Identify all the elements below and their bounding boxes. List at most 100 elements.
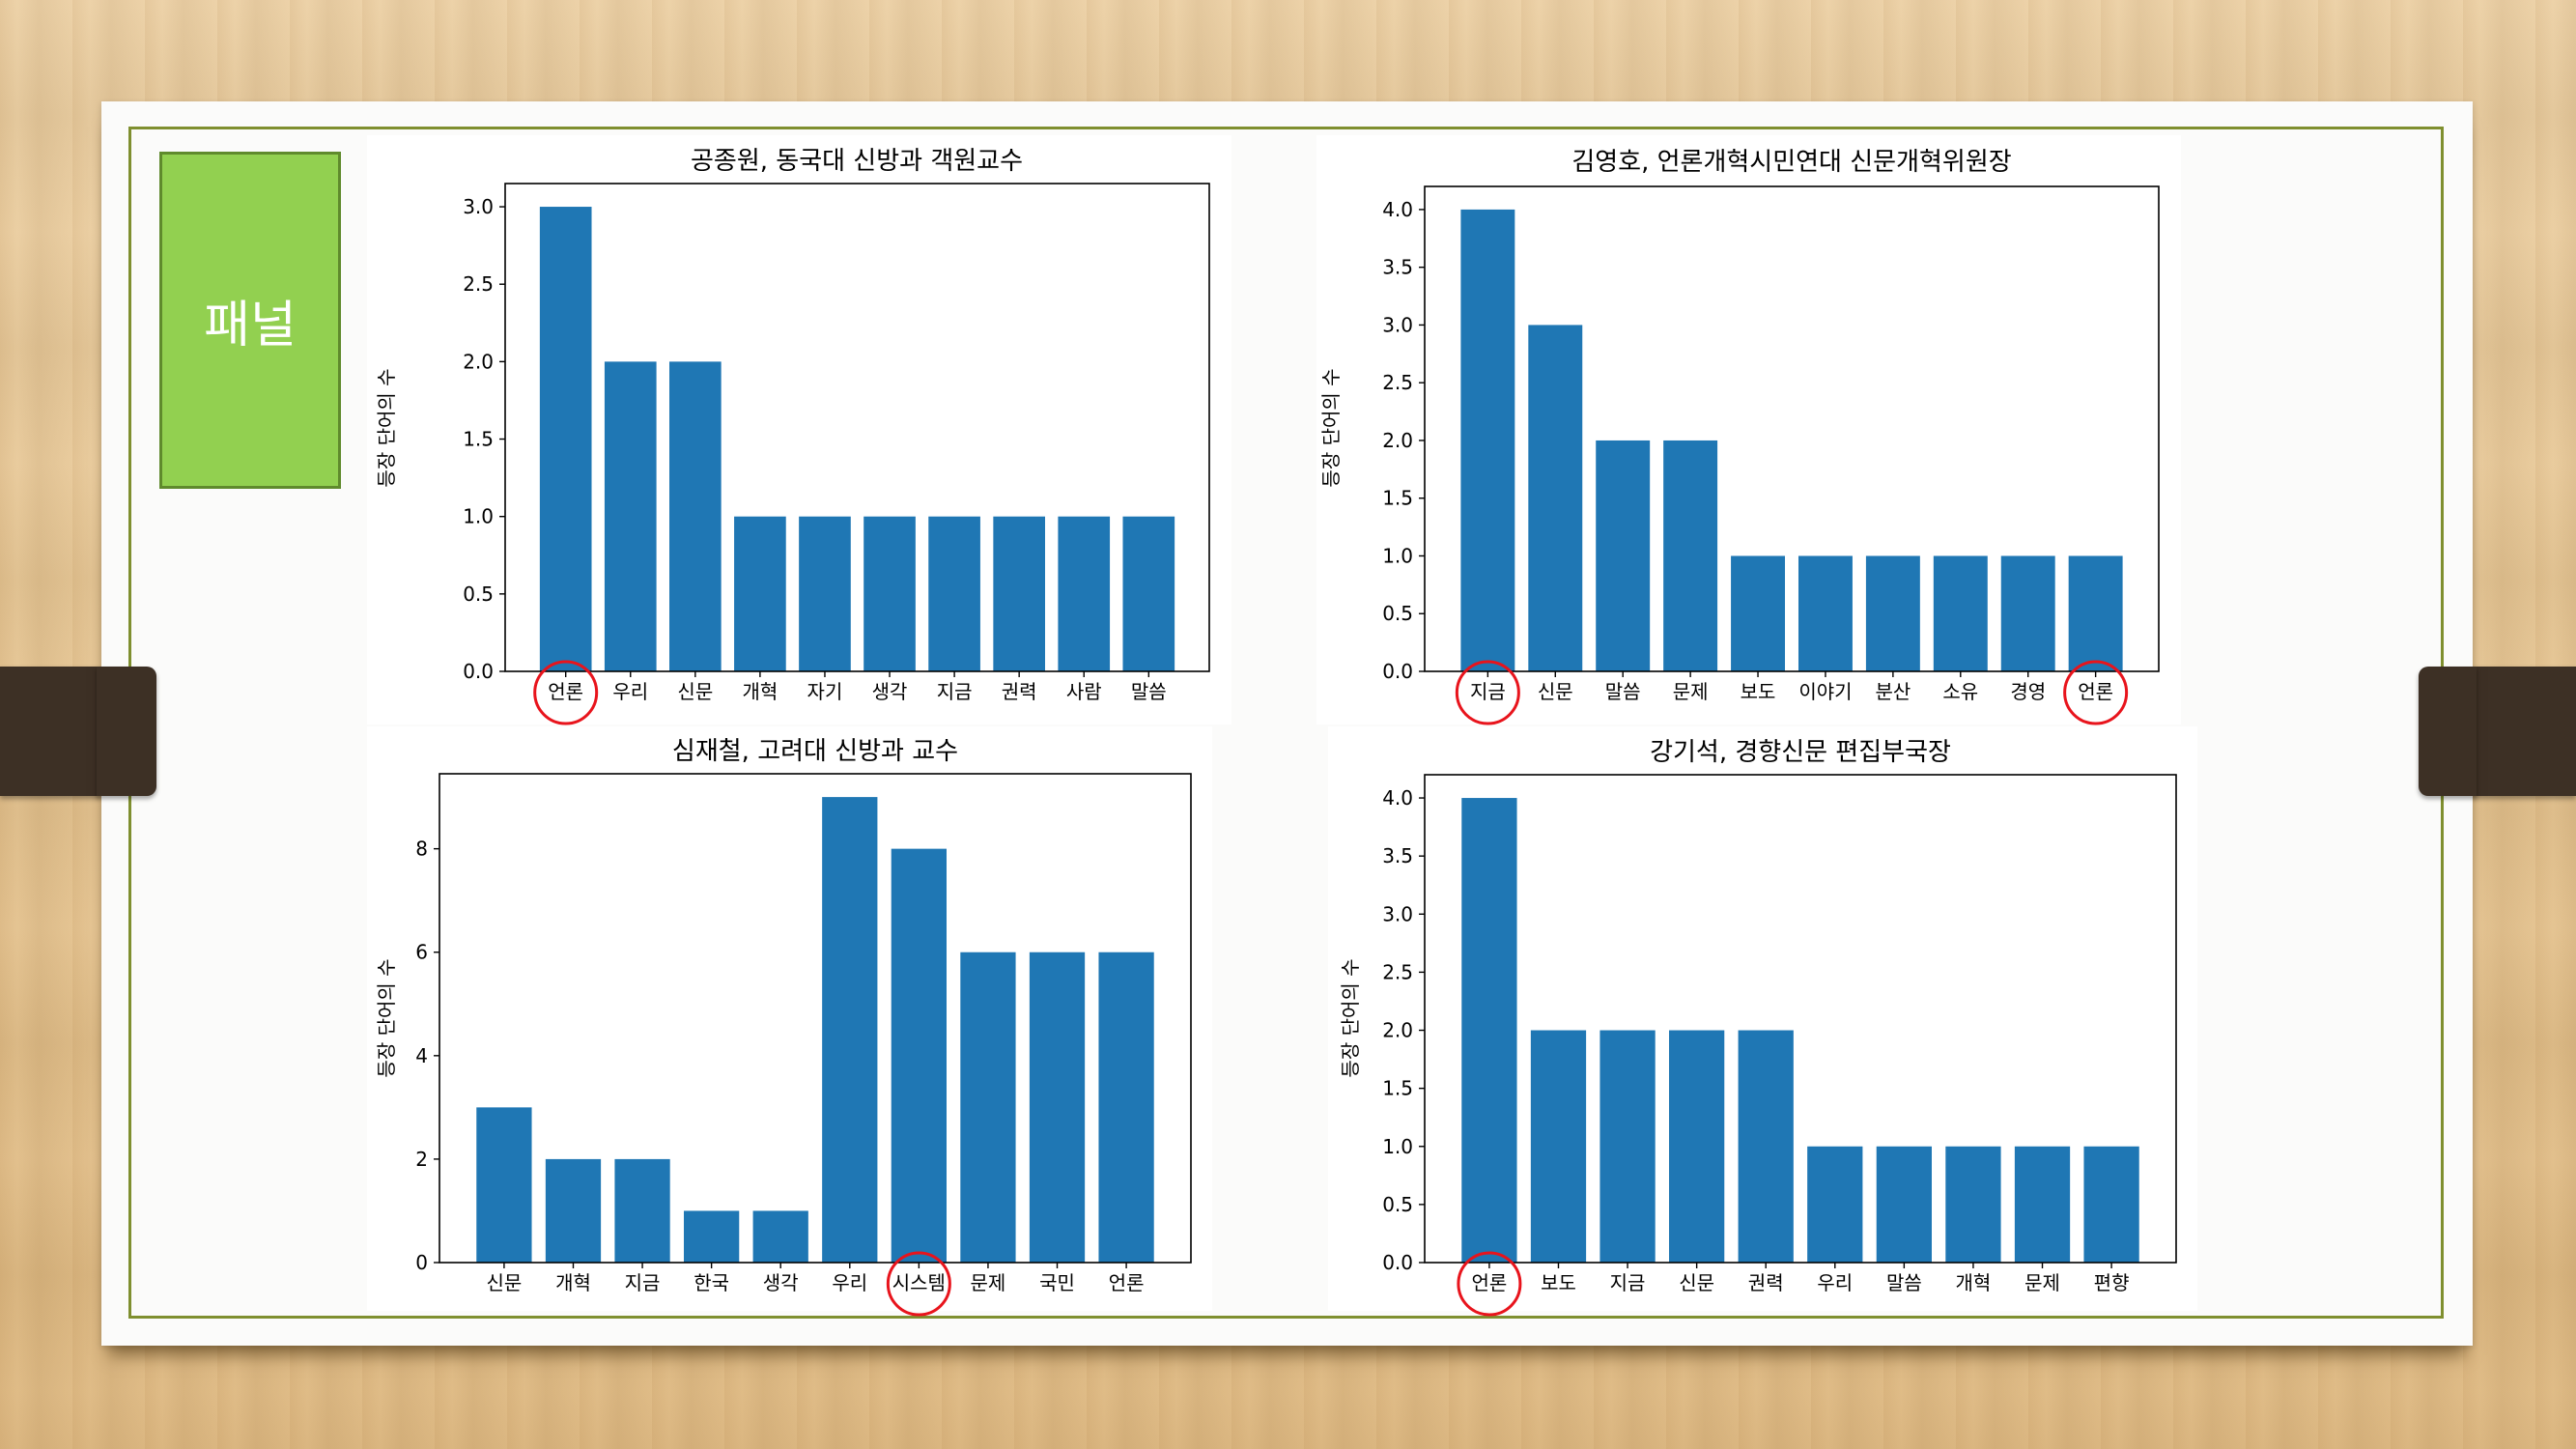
- bar-문제: [1663, 440, 1718, 671]
- left-strap: [97, 667, 156, 796]
- x-tick-label: 신문: [1538, 680, 1573, 703]
- bar-문제: [2014, 1146, 2071, 1263]
- highlight-circle: [533, 660, 599, 725]
- right-strap-outer: [2473, 667, 2576, 796]
- x-tick-label: 편향: [2094, 1271, 2130, 1294]
- bar-신문: [1528, 325, 1583, 671]
- highlight-circle: [886, 1251, 951, 1317]
- y-tick-label: 0.0: [1382, 660, 1413, 683]
- bar-편향: [2083, 1146, 2139, 1263]
- bar-지금: [1460, 209, 1515, 671]
- y-tick-label: 0.5: [1382, 1193, 1413, 1216]
- x-tick-label: 우리: [832, 1271, 867, 1294]
- x-tick-label: 이야기: [1798, 680, 1852, 703]
- chart-4: 0.0 0.5 1.0 1.5 2.0 2.5 3.0 3.5 4.0 언론 보도 지금 신문 권력 우리…: [1328, 726, 2197, 1317]
- x-tick-label: 사람: [1066, 680, 1102, 703]
- panel-label: 패널: [204, 297, 297, 355]
- x-tick-label: 신문: [1679, 1271, 1714, 1294]
- y-tick-label: 4: [415, 1044, 428, 1067]
- bar-언론: [539, 207, 592, 672]
- chart-1: 0.0 0.5 1.0 1.5 2.0 2.5 3.0 언론 우리 신문 개혁 자기 생각 지금 권력 사람…: [367, 135, 1231, 725]
- x-tick-label: 한국: [694, 1271, 729, 1294]
- chart-1-marks: [539, 207, 1175, 672]
- chart-3-yticks: 0 2 4 6 8: [415, 838, 439, 1274]
- chart-3-marks: [476, 797, 1154, 1263]
- x-tick-label: 말씀: [1605, 680, 1641, 703]
- x-tick-label: 문제: [2024, 1271, 2060, 1294]
- y-tick-label: 3.0: [1382, 313, 1413, 336]
- bar-시스템: [891, 848, 947, 1263]
- x-tick-label: 보도: [1741, 680, 1776, 703]
- x-tick-label: 언론: [1472, 1271, 1508, 1294]
- bar-국민: [1029, 952, 1086, 1263]
- bar-지금: [1599, 1030, 1656, 1263]
- chart-2-yticks: 0.0 0.5 1.0 1.5 2.0 2.5 3.0 3.5 4.0: [1382, 198, 1425, 683]
- x-tick-label: 언론: [1109, 1271, 1145, 1294]
- x-tick-label: 개혁: [1956, 1271, 1992, 1294]
- y-tick-label: 2.5: [1382, 960, 1413, 983]
- chart-2-marks: [1460, 209, 2123, 671]
- x-tick-label: 개혁: [555, 1271, 591, 1294]
- x-tick-label: 권력: [1002, 680, 1037, 703]
- bar-권력: [1738, 1030, 1794, 1263]
- chart-1-yticks: 0.0 0.5 1.0 1.5 2.0 2.5 3.0: [463, 195, 505, 683]
- chart-2-axes-frame: [1424, 185, 2160, 672]
- x-tick-label: 문제: [971, 1271, 1006, 1294]
- bar-지금: [614, 1158, 670, 1263]
- bar-개혁: [545, 1158, 602, 1263]
- chart-2-xticks: 지금 신문 말씀 문제 보도 이야기 분산 소유 경영 언론: [1455, 660, 2129, 725]
- bar-이야기: [1798, 555, 1853, 671]
- bar-개혁: [1945, 1146, 2001, 1263]
- y-tick-label: 4.0: [1382, 198, 1413, 221]
- highlight-circle: [2063, 660, 2129, 725]
- y-tick-label: 1.0: [1382, 1135, 1413, 1158]
- x-tick-label: 권력: [1748, 1271, 1784, 1294]
- highlight-circle: [1457, 1251, 1522, 1317]
- bar-사람: [1058, 516, 1111, 671]
- highlight-circle: [1455, 660, 1520, 725]
- bar-언론: [1461, 798, 1517, 1263]
- x-tick-label: 분산: [1875, 680, 1911, 703]
- bar-말씀: [1876, 1146, 1932, 1263]
- x-tick-label: 지금: [625, 1271, 661, 1294]
- chart-4-axes-frame: [1424, 774, 2177, 1264]
- bar-언론: [1098, 952, 1154, 1263]
- y-tick-label: 3.0: [1382, 902, 1413, 925]
- y-tick-label: 3.5: [1382, 256, 1413, 279]
- y-tick-label: 3.0: [463, 195, 494, 218]
- y-tick-label: 4.0: [1382, 786, 1413, 810]
- bar-문제: [960, 952, 1016, 1263]
- bar-신문: [476, 1107, 532, 1263]
- x-tick-label: 언론: [2078, 680, 2113, 703]
- x-tick-label: 보도: [1541, 1271, 1576, 1294]
- y-tick-label: 6: [415, 941, 428, 964]
- x-tick-label: 우리: [612, 680, 648, 703]
- y-tick-label: 2: [415, 1148, 428, 1171]
- chart-3-title: 심재철, 고려대 신방과 교수: [672, 737, 958, 766]
- chart-1-axes-frame: [504, 183, 1210, 672]
- y-tick-label: 3.5: [1382, 844, 1413, 867]
- bar-말씀: [1122, 516, 1175, 671]
- y-tick-label: 1.0: [1382, 544, 1413, 567]
- chart-1-ylabel: 등장 단어의 수: [375, 368, 398, 487]
- y-tick-label: 2.0: [463, 350, 494, 373]
- y-tick-label: 0.5: [1382, 602, 1413, 625]
- bar-우리: [1807, 1146, 1863, 1263]
- y-tick-label: 1.5: [1382, 1077, 1413, 1100]
- y-tick-label: 1.5: [1382, 487, 1413, 510]
- panel-label-box: 패널: [159, 152, 341, 489]
- chart-1-xticks: 언론 우리 신문 개혁 자기 생각 지금 권력 사람 말씀: [533, 660, 1167, 725]
- bar-말씀: [1596, 440, 1651, 671]
- chart-4-xticks: 언론 보도 지금 신문 권력 우리 말씀 개혁 문제 편향: [1457, 1251, 2130, 1317]
- right-strap: [2419, 667, 2477, 796]
- y-tick-label: 2.0: [1382, 1019, 1413, 1042]
- x-tick-label: 지금: [1470, 680, 1506, 703]
- y-tick-label: 2.5: [1382, 371, 1413, 394]
- chart-4-yticks: 0.0 0.5 1.0 1.5 2.0 2.5 3.0 3.5 4.0: [1382, 786, 1425, 1274]
- y-tick-label: 8: [415, 838, 428, 861]
- bar-자기: [799, 516, 851, 671]
- y-tick-label: 0.0: [1382, 1251, 1413, 1274]
- x-tick-label: 경영: [2010, 680, 2046, 703]
- bar-경영: [2000, 555, 2055, 671]
- chart-4-marks: [1461, 798, 2139, 1263]
